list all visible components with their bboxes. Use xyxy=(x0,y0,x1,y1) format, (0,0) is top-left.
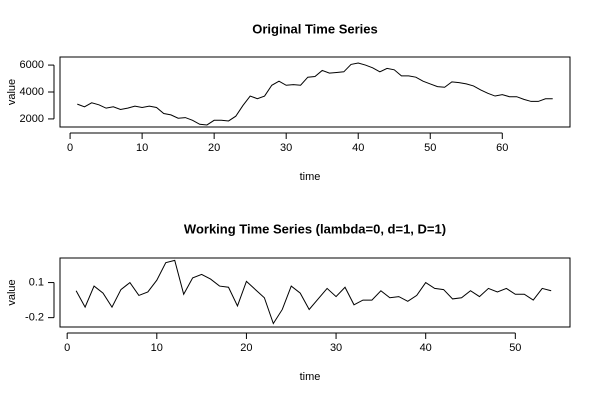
plot-frame xyxy=(59,56,571,128)
x-tick-label: 60 xyxy=(496,142,508,154)
y-tick-label: 2000 xyxy=(20,113,44,125)
series-line xyxy=(75,259,552,325)
x-axis-label: time xyxy=(300,171,321,183)
x-tick-label: 0 xyxy=(67,142,73,154)
x-axis-label: time xyxy=(300,371,321,383)
x-tick-label: 40 xyxy=(420,342,432,354)
y-tick-label: -0.2 xyxy=(25,312,44,324)
x-tick-label: 30 xyxy=(280,142,292,154)
chart-title: Working Time Series (lambda=0, d=1, D=1) xyxy=(184,221,446,236)
x-tick-label: 30 xyxy=(330,342,342,354)
x-tick-label: 20 xyxy=(208,142,220,154)
plot-frame xyxy=(59,257,571,328)
x-tick-label: 20 xyxy=(240,342,252,354)
x-tick-label: 50 xyxy=(424,142,436,154)
x-tick-label: 10 xyxy=(151,342,163,354)
y-tick-label: 0.1 xyxy=(29,276,44,288)
y-axis-label: value xyxy=(6,279,18,305)
chart-title: Original Time Series xyxy=(252,21,377,36)
x-tick-label: 50 xyxy=(509,342,521,354)
y-tick-label: 4000 xyxy=(20,86,44,98)
x-tick-label: 40 xyxy=(352,142,364,154)
x-tick-label: 10 xyxy=(136,142,148,154)
y-axis-label: value xyxy=(6,79,18,105)
y-tick-label: 6000 xyxy=(20,59,44,71)
series-line xyxy=(77,62,553,126)
x-tick-label: 0 xyxy=(64,342,70,354)
